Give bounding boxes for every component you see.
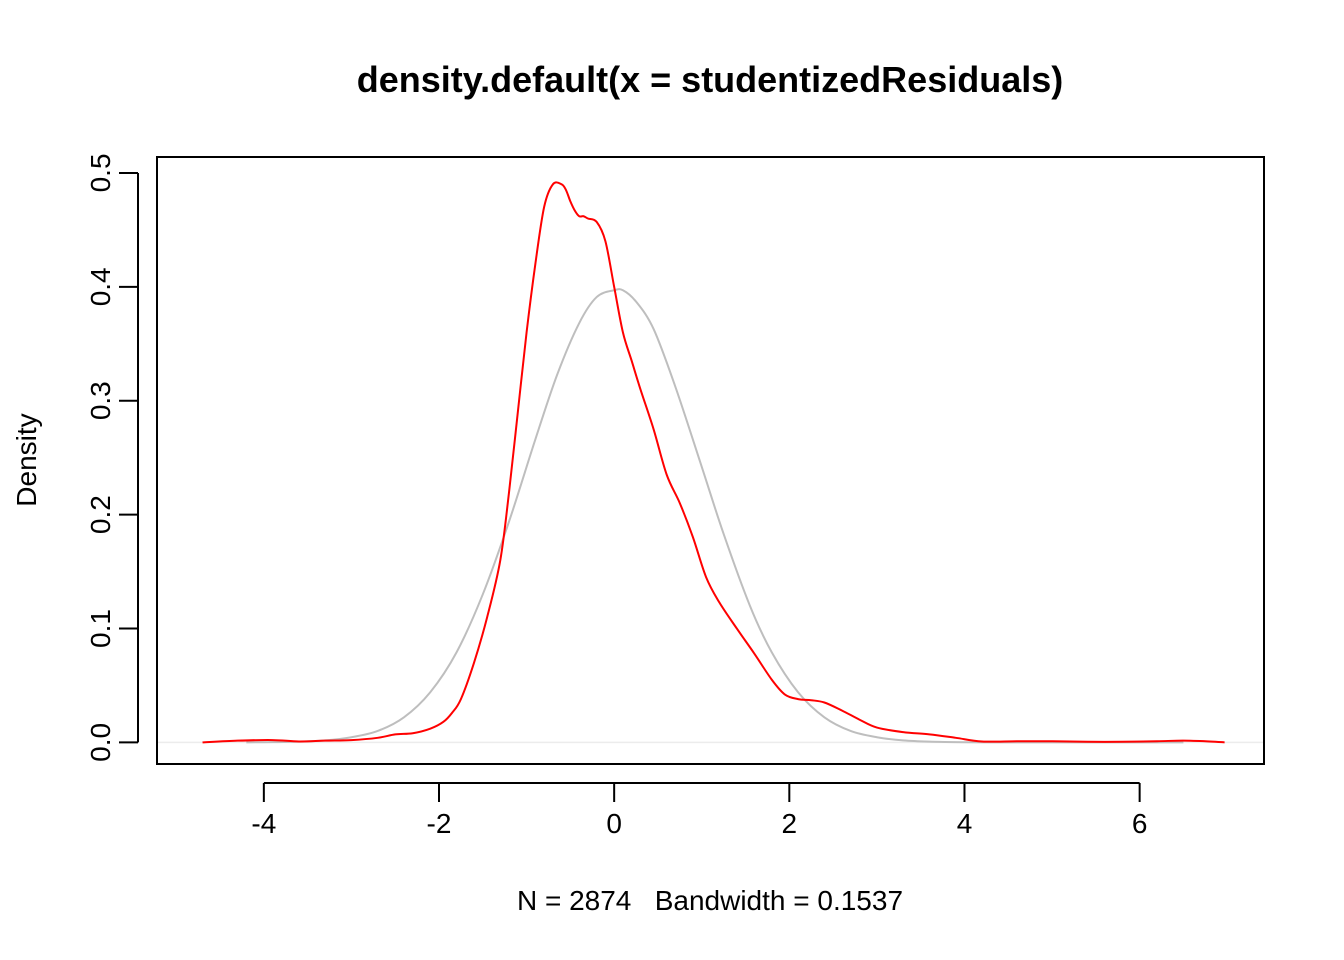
y-tick-label: 0.1 (85, 609, 116, 648)
y-tick-label: 0.0 (85, 723, 116, 762)
y-tick-label: 0.4 (85, 267, 116, 306)
plot-frame (156, 156, 1265, 765)
density-curve-red (202, 181, 1225, 744)
plot-area (158, 181, 1263, 744)
x-tick-label: -2 (427, 808, 452, 839)
normal-curve-grey (246, 288, 1184, 744)
x-axis-label: N = 2874 Bandwidth = 0.1537 (517, 885, 903, 916)
x-tick-label: 0 (606, 808, 622, 839)
chart-title: density.default(x = studentizedResiduals… (357, 59, 1063, 100)
x-tick-label: 2 (782, 808, 798, 839)
y-axis: 0.0 0.1 0.2 0.3 0.4 0.5 (85, 153, 139, 762)
x-axis: -4 -2 0 2 4 6 (251, 782, 1148, 839)
x-tick-label: 6 (1132, 808, 1148, 839)
y-tick-label: 0.3 (85, 381, 116, 420)
y-tick-label: 0.5 (85, 153, 116, 192)
y-axis-label: Density (11, 413, 42, 506)
y-tick-label: 0.2 (85, 495, 116, 534)
x-tick-label: -4 (251, 808, 276, 839)
x-tick-label: 4 (957, 808, 973, 839)
